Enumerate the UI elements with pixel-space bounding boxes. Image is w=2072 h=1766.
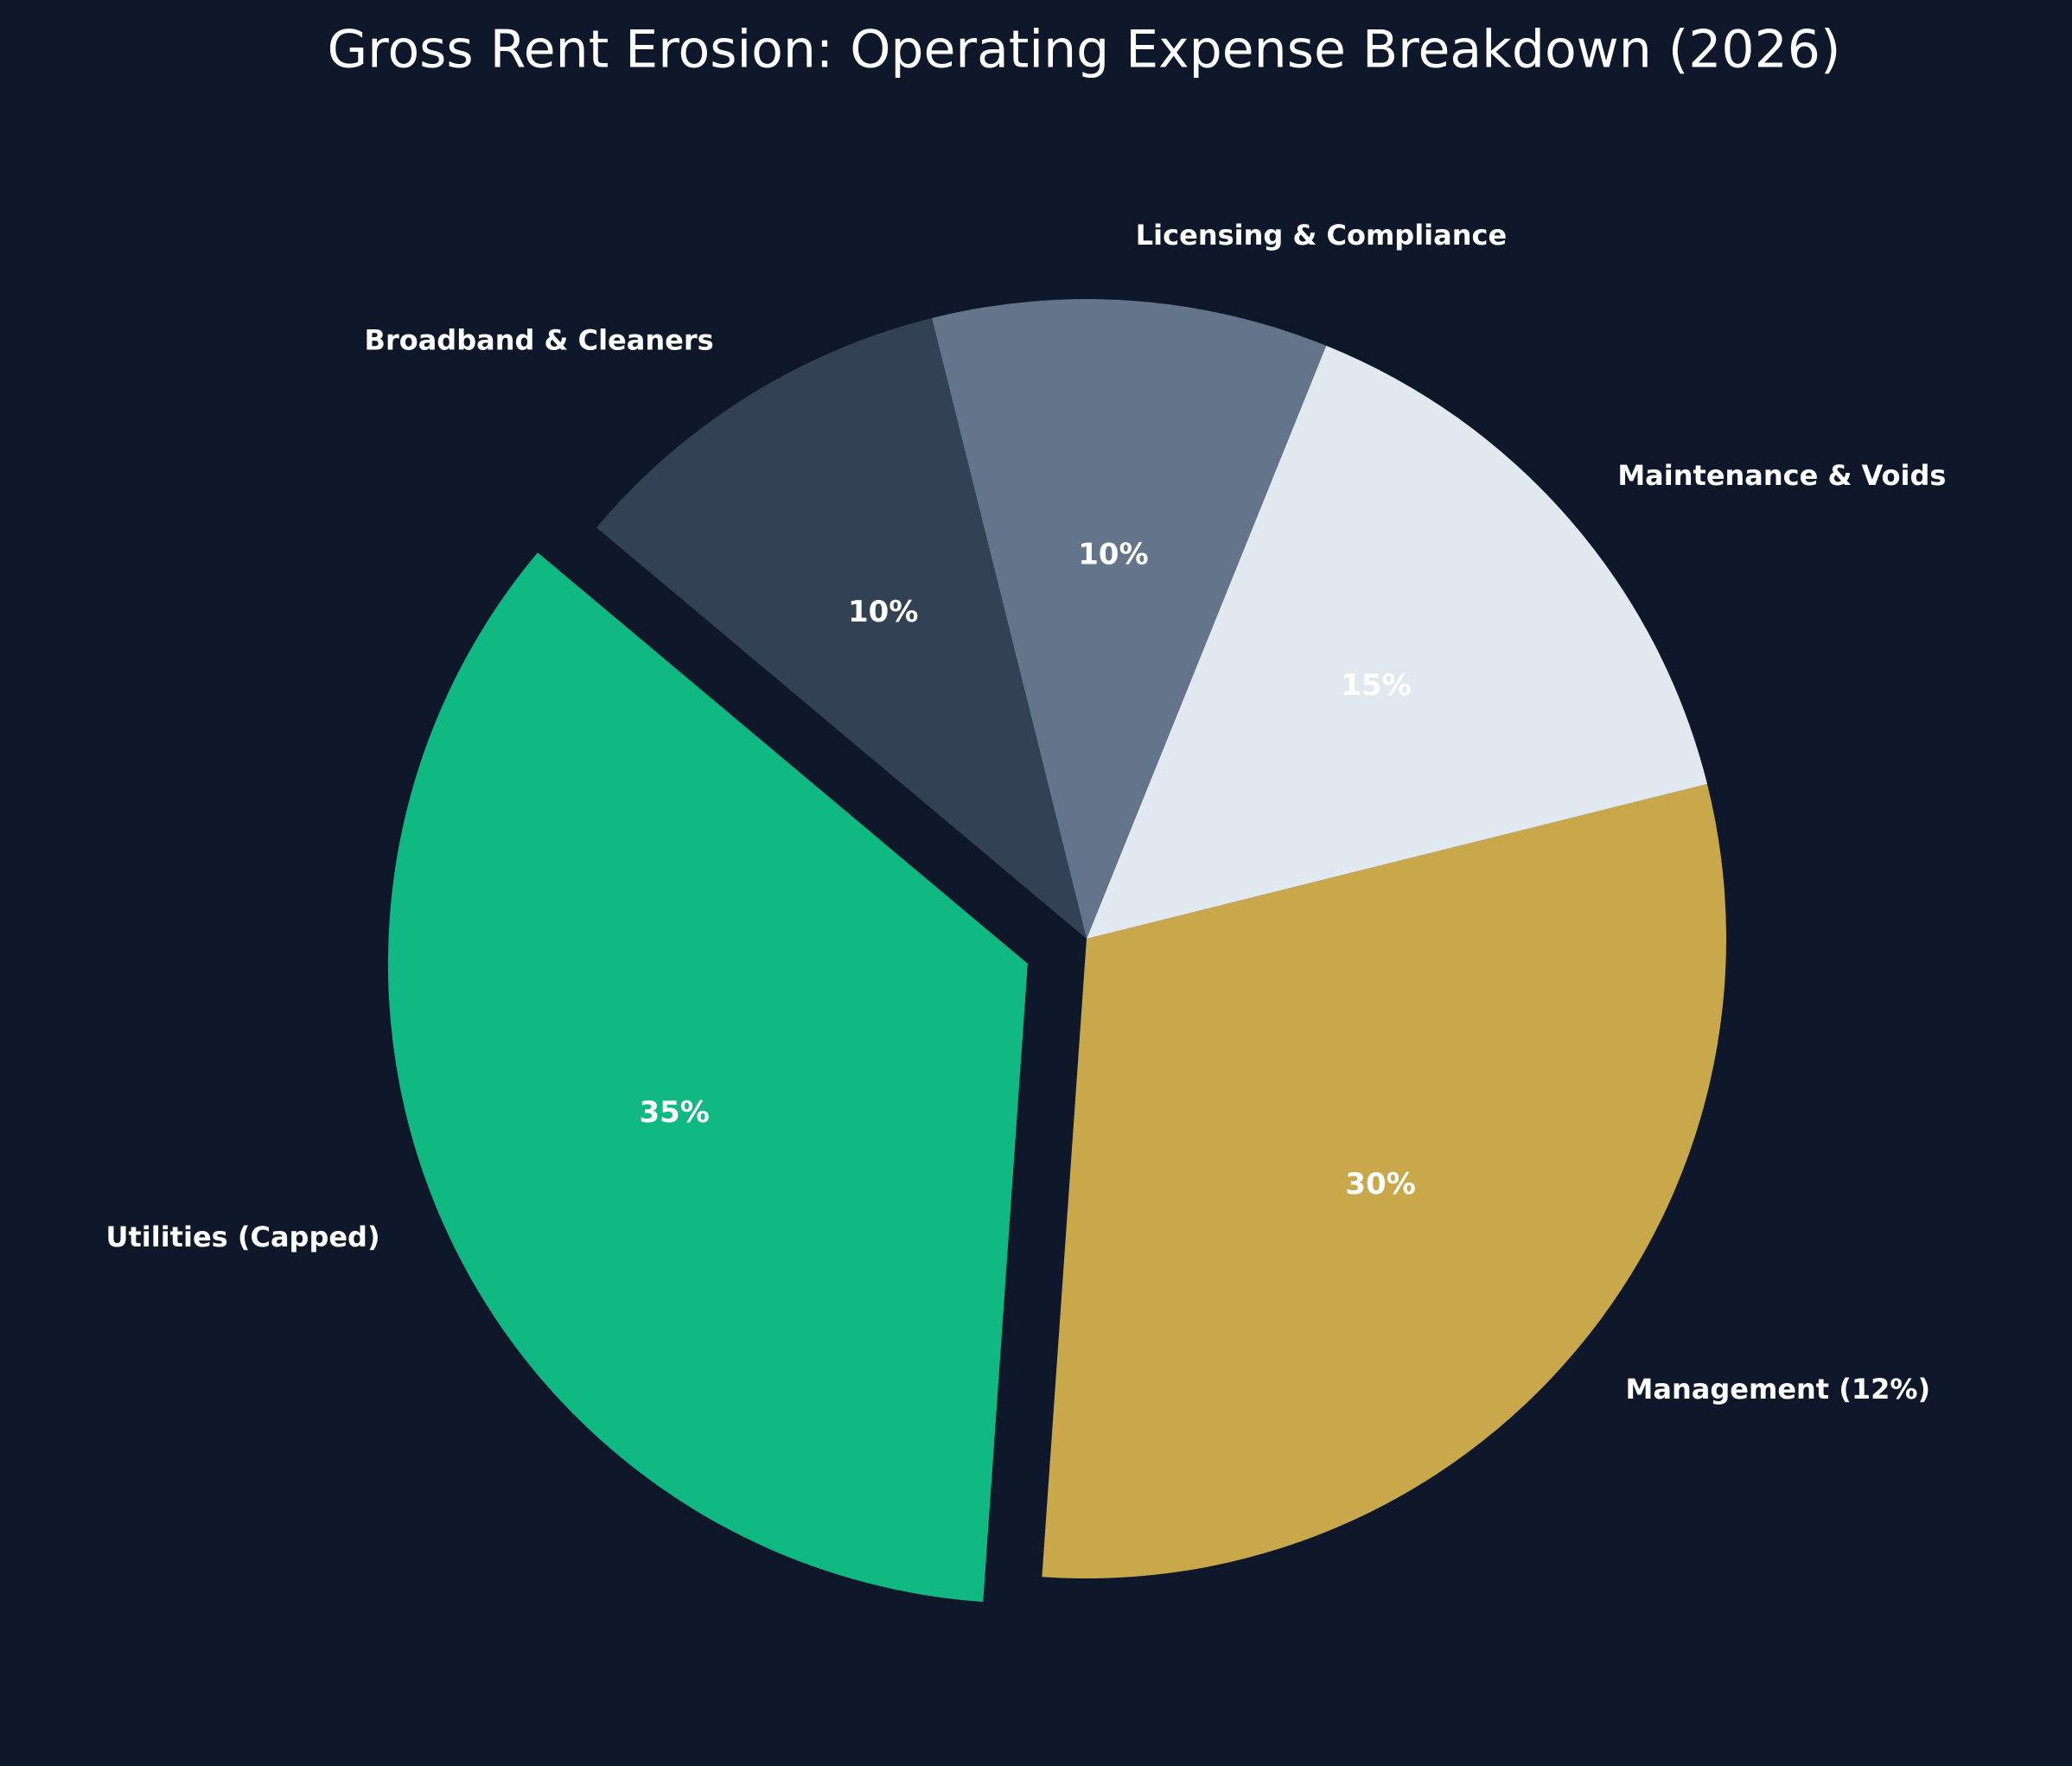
slice-label: Utilities (Capped) bbox=[105, 1221, 379, 1253]
percent-label: 10% bbox=[1078, 538, 1148, 572]
pie-slice bbox=[931, 299, 1327, 940]
pie-slice bbox=[596, 317, 1087, 939]
slice-label: Maintenance & Voids bbox=[1617, 459, 1946, 492]
slice-label: Licensing & Compliance bbox=[1136, 219, 1507, 252]
slice-label: Management (12%) bbox=[1626, 1373, 1931, 1406]
pie-slice bbox=[387, 552, 1028, 1603]
percent-label: 35% bbox=[639, 1095, 709, 1130]
percent-label: 10% bbox=[848, 595, 918, 629]
percent-label: 15% bbox=[1341, 668, 1411, 703]
slice-label: Broadband & Cleaners bbox=[365, 324, 714, 357]
percent-label: 30% bbox=[1345, 1167, 1415, 1202]
pie-slice bbox=[1042, 783, 1726, 1578]
pie-slice bbox=[1087, 345, 1708, 940]
chart-title: Gross Rent Erosion: Operating Expense Br… bbox=[328, 20, 1841, 80]
